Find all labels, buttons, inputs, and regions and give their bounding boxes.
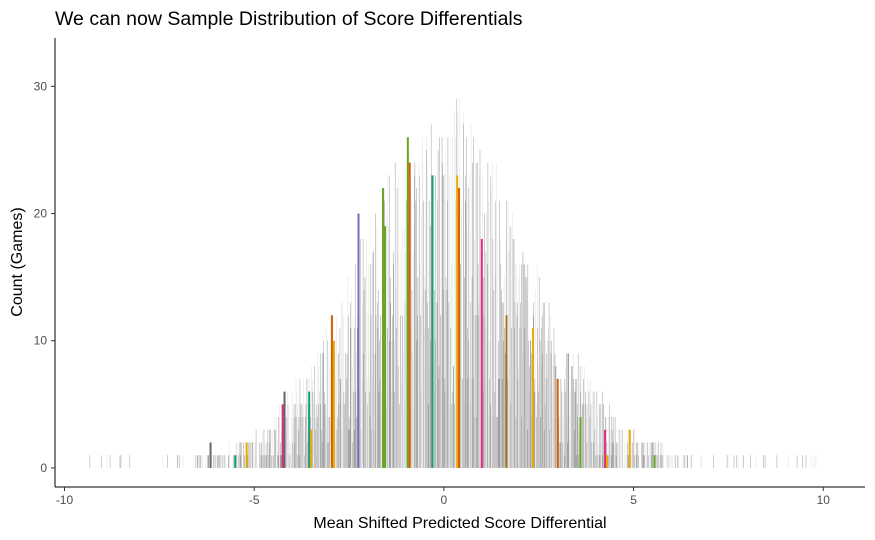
chart-title: We can now Sample Distribution of Score … — [55, 8, 523, 30]
highlighted-bar — [330, 315, 333, 468]
highlighted-bars-layer — [209, 137, 656, 468]
highlighted-bar — [579, 417, 582, 468]
highlighted-bar — [281, 404, 284, 468]
highlighted-bar — [209, 442, 212, 468]
highlighted-bar — [245, 442, 248, 468]
highlighted-bar — [458, 188, 461, 468]
highlighted-bar — [283, 391, 286, 468]
highlighted-bar — [604, 429, 607, 468]
highlighted-bar — [628, 429, 631, 468]
highlighted-bar — [406, 137, 409, 468]
highlighted-bar — [505, 315, 508, 468]
highlighted-bar — [308, 391, 311, 468]
highlighted-bar — [532, 328, 535, 468]
highlighted-bar — [606, 455, 609, 468]
x-axis-title: Mean Shifted Predicted Score Differentia… — [313, 515, 606, 532]
y-axis-title: Count (Games) — [9, 207, 26, 316]
y-tick-label: 20 — [34, 207, 48, 221]
y-tick-label: 0 — [40, 461, 47, 475]
highlighted-bar — [431, 175, 434, 468]
x-tick-label: -10 — [56, 493, 74, 507]
highlighted-bar — [382, 188, 385, 468]
highlighted-bar — [234, 455, 237, 468]
highlighted-bar — [384, 226, 387, 468]
x-tick-label: -5 — [249, 493, 260, 507]
highlighted-bar — [556, 378, 559, 468]
highlighted-bar — [480, 238, 483, 468]
y-tick-label: 30 — [34, 79, 48, 93]
x-tick-label: 0 — [441, 493, 448, 507]
x-tick-label: 10 — [817, 493, 831, 507]
highlighted-bar — [653, 455, 656, 468]
highlighted-bar — [357, 213, 360, 468]
highlighted-bar — [456, 175, 459, 468]
y-tick-label: 10 — [34, 334, 48, 348]
highlighted-bar — [332, 340, 335, 468]
highlighted-bar — [310, 429, 313, 468]
highlighted-bar — [408, 162, 411, 468]
bars-layer — [89, 99, 817, 468]
x-tick-label: 5 — [630, 493, 637, 507]
y-axis-ticks: 0 10 20 30 — [34, 79, 55, 475]
x-axis-ticks: -10 -5 0 5 10 — [56, 487, 830, 507]
